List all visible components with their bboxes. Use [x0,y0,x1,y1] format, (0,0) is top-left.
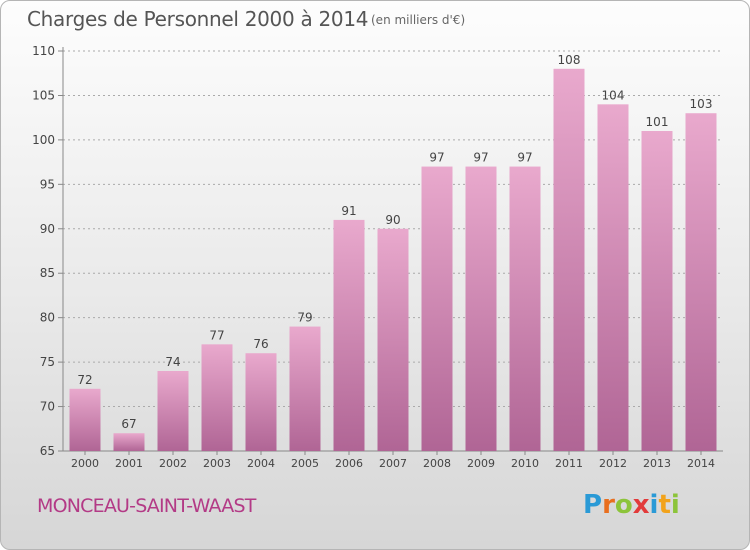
x-tick-label: 2014 [687,457,715,470]
bar [553,68,585,452]
x-tick-label: 2000 [71,457,99,470]
x-tick-label: 2001 [115,457,143,470]
data-label: 101 [646,115,669,129]
bar [113,433,145,451]
x-tick-label: 2009 [467,457,495,470]
x-tick-label: 2004 [247,457,275,470]
data-label: 104 [602,88,625,102]
y-tick-label: 100 [32,133,55,147]
x-tick-label: 2002 [159,457,187,470]
x-tick-label: 2012 [599,457,627,470]
logo-letter: i [649,490,659,520]
x-tick-label: 2006 [335,457,363,470]
x-tick-label: 2003 [203,457,231,470]
y-tick-label: 105 [32,88,55,102]
bar [509,166,541,452]
x-tick-label: 2007 [379,457,407,470]
y-tick-label: 95 [40,177,55,191]
bar [685,113,717,451]
chart-subtitle: (en milliers d'€) [371,13,466,27]
data-label: 67 [121,417,136,431]
bar [157,371,189,451]
y-tick-label: 75 [40,355,55,369]
bar [465,166,497,452]
data-label: 91 [341,204,356,218]
y-tick-label: 65 [40,444,55,458]
data-label: 97 [429,151,444,165]
bar [421,166,453,452]
logo-letter: i [670,490,680,520]
x-tick-label: 2005 [291,457,319,470]
chart-title: Charges de Personnel 2000 à 2014 [27,7,369,31]
data-label: 90 [385,213,400,227]
data-label: 76 [253,337,268,351]
commune-name: MONCEAU-SAINT-WAAST [37,495,256,517]
data-label: 72 [77,373,92,387]
logo-letter: t [658,490,671,520]
logo-letter: o [614,490,633,520]
data-label: 74 [165,355,180,369]
y-tick-label: 110 [32,44,55,58]
bar [69,388,101,451]
y-tick-label: 70 [40,400,55,414]
bar [641,131,673,451]
data-label: 103 [690,97,713,111]
data-label: 77 [209,328,224,342]
y-tick-label: 90 [40,222,55,236]
bar [377,228,409,451]
x-tick-label: 2010 [511,457,539,470]
bar [245,353,277,451]
logo-letter: P [583,490,603,520]
proxiti-logo: Proxiti [583,490,680,520]
y-tick-label: 80 [40,311,55,325]
logo-letter: r [602,490,615,520]
x-tick-label: 2008 [423,457,451,470]
y-tick-label: 85 [40,266,55,280]
bar [333,219,365,451]
bar [201,344,233,451]
x-tick-label: 2011 [555,457,583,470]
data-label: 97 [473,151,488,165]
bar [289,326,321,451]
data-label: 97 [517,151,532,165]
x-tick-label: 2013 [643,457,671,470]
data-label: 79 [297,311,312,325]
logo-letter: x [632,490,650,520]
bar [597,104,629,451]
data-label: 108 [558,53,581,67]
